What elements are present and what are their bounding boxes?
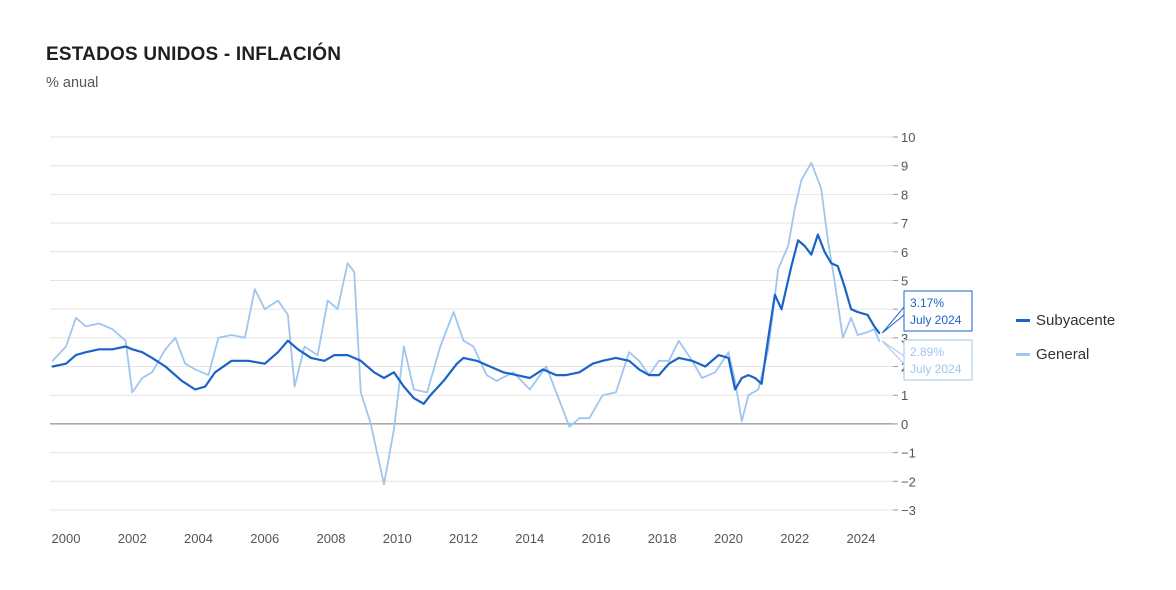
x-tick-label: 2022 [780, 531, 809, 546]
x-tick-label: 2016 [582, 531, 611, 546]
x-tick-label: 2000 [52, 531, 81, 546]
series-lines [51, 161, 881, 486]
y-tick-label: 0 [901, 417, 908, 432]
legend-swatch-general [1016, 352, 1030, 356]
gridlines [50, 136, 893, 511]
legend-item-subyacente[interactable]: Subyacente [1016, 312, 1115, 329]
callout-general: 2.89% July 2024 [881, 339, 973, 381]
y-tick-label: 7 [901, 216, 908, 231]
callout-value: 2.89% [910, 345, 944, 359]
legend-label-subyacente: Subyacente [1036, 312, 1116, 329]
legend-item-general[interactable]: General [1016, 346, 1089, 363]
x-tick-label: 2024 [847, 531, 876, 546]
chart-title: ESTADOS UNIDOS - INFLACIÓN [46, 44, 342, 65]
x-tick-label: 2014 [515, 531, 544, 546]
legend-swatch-subyacente [1016, 318, 1030, 322]
callout-pointer [881, 305, 905, 334]
y-tick-label: 5 [901, 273, 908, 288]
series-line-general [51, 161, 881, 486]
y-tick-label: 1 [901, 388, 908, 403]
callout-box [903, 290, 973, 332]
y-axis-ticks: −3−2−1012345678910 [893, 130, 916, 518]
callout-date: July 2024 [910, 313, 962, 327]
series-line-subyacente [51, 233, 881, 405]
y-tick-label: −3 [901, 503, 916, 518]
callout-subyacente: 3.17% July 2024 [881, 290, 973, 334]
x-tick-label: 2012 [449, 531, 478, 546]
y-tick-label: −2 [901, 474, 916, 489]
x-tick-label: 2006 [250, 531, 279, 546]
y-tick-label: 8 [901, 187, 908, 202]
callout-value: 3.17% [910, 296, 944, 310]
y-tick-label: 6 [901, 245, 908, 260]
x-tick-label: 2010 [383, 531, 412, 546]
x-tick-label: 2018 [648, 531, 677, 546]
callout-box [903, 339, 973, 381]
legend-label-general: General [1036, 346, 1090, 363]
y-tick-label: 9 [901, 159, 908, 174]
x-tick-label: 2008 [317, 531, 346, 546]
x-tick-label: 2002 [118, 531, 147, 546]
end-callouts: 3.17% July 2024 2.89% July 2024 [881, 290, 973, 381]
callout-date: July 2024 [910, 362, 962, 376]
y-tick-label: 3 [901, 331, 908, 346]
chart-subtitle: % anual [46, 75, 99, 91]
x-tick-label: 2020 [714, 531, 743, 546]
y-tick-label: 10 [901, 130, 915, 145]
x-axis-ticks: 2000 2002 2004 2006 2008 2010 2012 2014 2016 2018… [52, 531, 876, 546]
y-tick-label: −1 [901, 446, 916, 461]
x-tick-label: 2004 [184, 531, 213, 546]
